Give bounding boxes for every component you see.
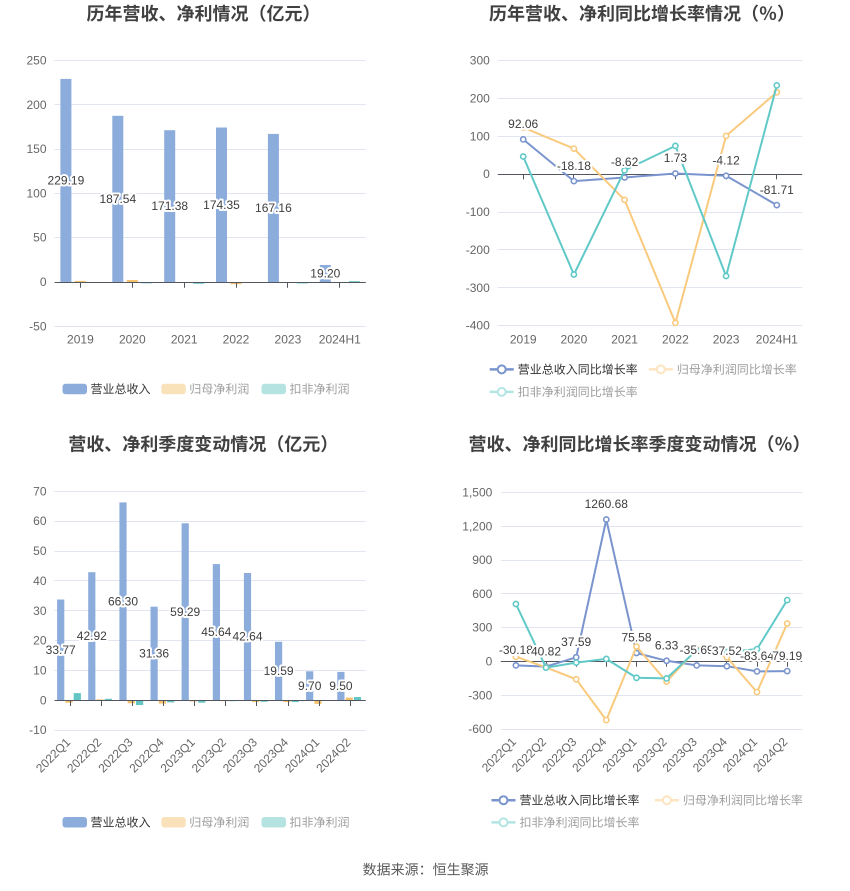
svg-text:0: 0 <box>40 693 47 707</box>
svg-text:2022: 2022 <box>662 333 689 347</box>
svg-text:171.38: 171.38 <box>151 199 188 213</box>
svg-text:2021: 2021 <box>171 333 198 347</box>
svg-text:-30.18: -30.18 <box>499 643 533 657</box>
svg-text:42.92: 42.92 <box>77 629 107 643</box>
svg-text:2024H1: 2024H1 <box>756 333 798 347</box>
svg-text:0: 0 <box>40 275 47 289</box>
svg-text:-100: -100 <box>466 205 490 219</box>
svg-text:-10: -10 <box>29 723 47 737</box>
svg-text:-35.69: -35.69 <box>680 643 714 657</box>
svg-text:75.58: 75.58 <box>621 631 651 645</box>
svg-text:300: 300 <box>472 621 492 635</box>
svg-text:300: 300 <box>470 54 490 68</box>
svg-text:2023: 2023 <box>713 333 740 347</box>
svg-text:2024H1: 2024H1 <box>319 333 361 347</box>
svg-text:-400: -400 <box>466 319 490 333</box>
svg-text:70: 70 <box>33 484 47 498</box>
svg-text:1260.68: 1260.68 <box>585 497 629 511</box>
svg-text:33.77: 33.77 <box>46 643 76 657</box>
svg-text:2021: 2021 <box>611 333 638 347</box>
svg-text:6.33: 6.33 <box>655 639 679 653</box>
svg-text:-81.71: -81.71 <box>760 183 794 197</box>
svg-text:37.59: 37.59 <box>561 635 591 649</box>
svg-text:187.54: 187.54 <box>99 192 136 206</box>
svg-text:19.59: 19.59 <box>264 664 294 678</box>
svg-text:10: 10 <box>33 663 47 677</box>
svg-text:100: 100 <box>26 186 46 200</box>
svg-text:250: 250 <box>26 54 46 68</box>
svg-text:150: 150 <box>26 142 46 156</box>
svg-text:-300: -300 <box>468 688 492 702</box>
svg-text:1,200: 1,200 <box>462 519 492 533</box>
svg-text:50: 50 <box>33 544 47 558</box>
svg-text:50: 50 <box>33 231 47 245</box>
svg-text:-8.62: -8.62 <box>611 155 639 169</box>
svg-text:45.64: 45.64 <box>201 625 231 639</box>
svg-text:-4.12: -4.12 <box>712 154 740 168</box>
svg-text:2020: 2020 <box>561 333 588 347</box>
svg-text:-600: -600 <box>468 722 492 736</box>
svg-text:40.82: 40.82 <box>531 644 561 658</box>
svg-text:2023: 2023 <box>275 333 302 347</box>
svg-text:2019: 2019 <box>67 333 94 347</box>
svg-text:-18.18: -18.18 <box>557 159 591 173</box>
svg-text:42.64: 42.64 <box>232 630 262 644</box>
svg-text:40: 40 <box>33 574 47 588</box>
svg-text:2020: 2020 <box>119 333 146 347</box>
svg-text:167.16: 167.16 <box>255 201 292 215</box>
svg-text:31.36: 31.36 <box>139 647 169 661</box>
svg-text:37.52: 37.52 <box>712 644 742 658</box>
svg-text:60: 60 <box>33 514 47 528</box>
svg-text:2019: 2019 <box>510 333 537 347</box>
svg-text:59.29: 59.29 <box>170 605 200 619</box>
svg-text:100: 100 <box>470 129 490 143</box>
svg-text:-200: -200 <box>466 243 490 257</box>
svg-text:-300: -300 <box>466 281 490 295</box>
svg-text:229.19: 229.19 <box>48 174 85 188</box>
svg-text:9.70: 9.70 <box>298 679 322 693</box>
svg-text:79.19: 79.19 <box>772 649 802 663</box>
svg-text:2022: 2022 <box>223 333 250 347</box>
svg-text:1.73: 1.73 <box>664 151 688 165</box>
svg-text:-83.64: -83.64 <box>740 649 774 663</box>
svg-text:1,500: 1,500 <box>462 486 492 500</box>
svg-text:92.06: 92.06 <box>508 117 538 131</box>
svg-text:0: 0 <box>486 655 493 669</box>
svg-text:0: 0 <box>483 167 490 181</box>
svg-text:19.20: 19.20 <box>310 267 340 281</box>
svg-text:20: 20 <box>33 634 47 648</box>
svg-text:200: 200 <box>26 98 46 112</box>
svg-text:174.35: 174.35 <box>203 198 240 212</box>
svg-text:600: 600 <box>472 587 492 601</box>
svg-text:66.30: 66.30 <box>108 594 138 608</box>
svg-text:900: 900 <box>472 553 492 567</box>
svg-text:200: 200 <box>470 92 490 106</box>
svg-text:-50: -50 <box>29 319 47 333</box>
svg-text:30: 30 <box>33 604 47 618</box>
svg-text:9.50: 9.50 <box>329 679 353 693</box>
